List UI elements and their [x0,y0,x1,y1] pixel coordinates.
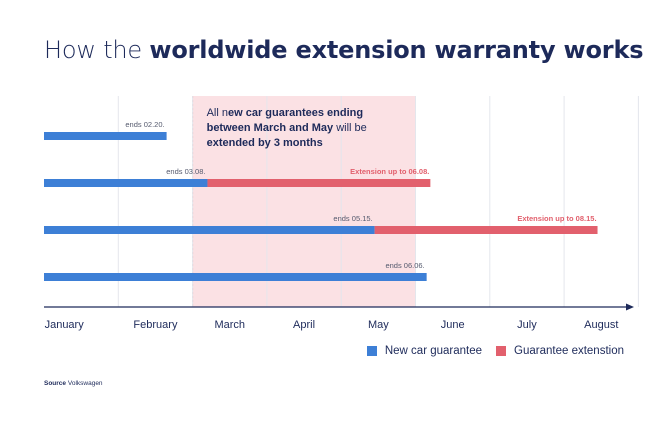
source-label: Source [44,380,67,387]
highlight-text-line2: between March and May will be [207,122,367,134]
extension-label: Extension up to 06.08. [350,167,429,176]
source-note: Source Volkswagen [44,380,103,387]
title-bold: worldwide extension warranty works [149,36,644,64]
x-tick-label: June [441,319,465,331]
legend: New car guarantee Guarantee extenstion [366,345,624,357]
end-date-label: ends 02.20. [125,120,164,129]
highlight-region [192,96,416,307]
bar-new-car-guarantee [44,132,167,140]
x-tick-label: February [133,319,178,331]
legend-label-extension: Guarantee extenstion [514,345,624,357]
highlight-text-line1: All new car guarantees ending [207,107,364,119]
legend-item-extension: Guarantee extenstion [496,345,624,357]
bar-new-car-guarantee [44,273,427,281]
end-date-label: ends 03.08. [166,167,205,176]
bar-new-car-guarantee [44,226,375,234]
legend-swatch-new-car [366,346,377,356]
extension-label: Extension up to 08.15. [517,214,596,223]
x-tick-label: May [368,319,389,331]
end-date-label: ends 05.15. [333,214,372,223]
end-date-label: ends 06.06. [385,261,424,270]
bar-guarantee-extension [374,226,598,234]
x-tick-label: April [293,319,315,331]
highlight-text-line3: extended by 3 months [207,137,323,149]
source-value: Volkswagen [67,380,103,387]
chart-title: How the worldwide extension warranty wor… [44,36,643,64]
bar-guarantee-extension [207,179,431,187]
x-axis-arrow [626,303,634,311]
legend-item-new-car: New car guarantee [366,345,483,357]
x-tick-label: January [45,319,85,331]
bar-new-car-guarantee [44,179,208,187]
legend-swatch-extension [496,346,507,356]
x-tick-label: August [584,319,618,331]
legend-label-new-car: New car guarantee [384,345,483,357]
title-prefix: How the [44,36,150,64]
x-tick-label: March [214,319,245,331]
x-tick-label: July [517,319,537,331]
